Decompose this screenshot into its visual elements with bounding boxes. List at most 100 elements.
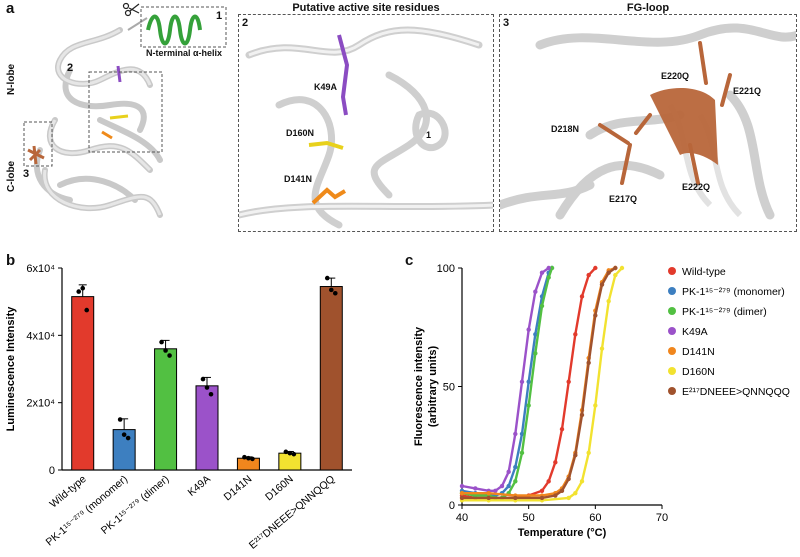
c-lobe-text: C-lobe: [6, 160, 17, 192]
series-point: [599, 346, 605, 351]
replicate-point: [84, 307, 90, 313]
series-point: [579, 294, 585, 299]
series-point: [493, 488, 498, 493]
legend-marker: [668, 307, 676, 315]
series-point: [546, 265, 551, 271]
series-line: [462, 266, 616, 497]
series-point: [513, 479, 518, 484]
bar: [71, 296, 95, 471]
y-axis-label-line1: Fluorescence intensity: [413, 326, 425, 446]
y-tick-label: 100: [437, 263, 455, 275]
legend-label: D160N: [682, 366, 715, 378]
replicate-point: [159, 339, 164, 345]
melt-chart: 0 50 100 40 50 60 70 Temperature (°C) Fluorescen…: [413, 263, 790, 539]
replicate-point: [80, 285, 86, 291]
series-point: [459, 495, 465, 501]
series-point: [539, 488, 545, 493]
overview-inset-3: 3: [23, 168, 30, 180]
series-point: [513, 431, 518, 437]
series-point: [546, 275, 551, 280]
legend-marker: [668, 347, 676, 355]
series-point: [566, 476, 571, 482]
panel-a-letter: a: [6, 0, 15, 17]
replicate-point: [250, 456, 255, 462]
series-point: [533, 351, 538, 356]
series-point: [559, 426, 565, 432]
x-axis-label: Temperature (°C): [518, 527, 607, 539]
series-point: [473, 486, 478, 491]
series-line: [461, 267, 553, 497]
y-tick-label: 0: [49, 465, 55, 477]
legend-label: PK-1¹⁵⁻²⁷⁹ (dimer): [682, 306, 767, 318]
series-point: [573, 332, 578, 337]
series-point: [506, 483, 511, 489]
series-line: [462, 267, 616, 500]
replicate-point: [328, 287, 334, 293]
residue-d141n: D141N: [284, 174, 313, 184]
replicate-point: [121, 432, 127, 437]
series-point: [526, 327, 531, 332]
legend-label: Wild-type: [682, 266, 726, 278]
legend-label: K49A: [682, 326, 708, 338]
replicate-point: [117, 417, 123, 422]
series-point: [519, 379, 525, 384]
replicate-point: [332, 290, 338, 296]
residue-k49a: K49A: [314, 82, 338, 92]
series-line: [461, 267, 550, 492]
residue-d218n: D218N: [551, 124, 580, 134]
fg-loop-box: [499, 14, 797, 232]
series-point: [499, 483, 505, 489]
series-point: [573, 490, 578, 496]
overview-inset-2: 2: [67, 62, 74, 74]
y-tick-label: 0: [449, 500, 455, 512]
fg-loop-illustration: [500, 23, 796, 220]
series-point: [473, 493, 478, 498]
legend-label: PK-1¹⁵⁻²⁷⁹ (monomer): [682, 286, 785, 298]
x-tick-label: 60: [589, 512, 601, 524]
series-point: [459, 483, 465, 489]
replicate-point: [324, 275, 330, 281]
n-lobe-label: N-lobe: [6, 0, 17, 95]
series-point: [513, 464, 518, 470]
x-tick-label: Wild-type: [47, 473, 88, 510]
c-lobe-label: C-lobe: [6, 72, 17, 192]
box3-number: 3: [503, 17, 510, 29]
replicate-point: [125, 435, 131, 441]
box2-helix-marker: 1: [426, 130, 432, 140]
replicate-point: [246, 455, 251, 461]
replicate-point: [200, 376, 206, 382]
series-point: [586, 450, 591, 456]
series-point: [613, 272, 618, 278]
protein-overview-illustration: [23, 2, 227, 218]
legend-marker: [668, 327, 676, 335]
x-tick-label: 50: [523, 512, 535, 524]
replicate-point: [242, 454, 247, 460]
overview-inset-1: 1: [216, 10, 223, 22]
replicate-point: [204, 385, 210, 390]
series-point: [533, 289, 538, 294]
x-tick-label: K49A: [186, 473, 213, 499]
bar: [154, 348, 178, 471]
series-point: [513, 495, 518, 501]
y-tick-label: 6x10⁴: [26, 263, 55, 275]
x-tick-label: 40: [456, 512, 468, 524]
series-point: [559, 488, 565, 493]
series-point: [586, 360, 591, 365]
series-point: [519, 431, 525, 437]
overview-structure: [0, 0, 235, 235]
residue-e222q: E222Q: [682, 182, 711, 192]
replicate-point: [291, 451, 297, 457]
series-point: [539, 303, 545, 309]
box3-title: FG-loop: [626, 2, 670, 14]
series-point: [613, 265, 618, 271]
x-tick-label: D160N: [263, 473, 296, 503]
series-point: [579, 412, 585, 418]
active-site-illustration: [239, 26, 493, 229]
y-tick-label: 2x10⁴: [26, 398, 55, 410]
series-point: [486, 495, 491, 501]
series-point: [606, 270, 611, 275]
box2-title: Putative active site residues: [292, 2, 440, 14]
series-line: [461, 267, 554, 500]
y-axis-label-line2: (arbitrary units): [427, 346, 439, 428]
box2-number: 2: [242, 17, 249, 29]
